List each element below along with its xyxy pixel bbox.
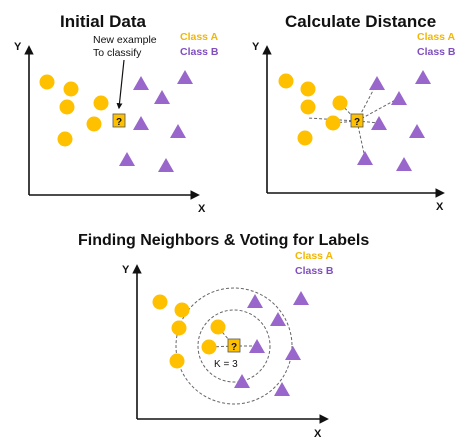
- panel-calculate-distance: Calculate Distance Class A Class B Y X: [252, 12, 456, 213]
- class-a-point: [210, 319, 226, 335]
- panel-3-legend-class-b: Class B: [295, 265, 334, 277]
- class-b-point: [133, 116, 149, 130]
- query-point: [227, 338, 241, 353]
- class-a-point: [300, 99, 316, 115]
- class-b-point: [357, 151, 373, 165]
- panel-1-annotation-line-1: New example: [93, 34, 157, 46]
- class-b-point: [158, 158, 174, 172]
- class-a-point: [171, 320, 187, 336]
- class-b-point: [293, 291, 309, 305]
- class-b-point: [391, 91, 407, 105]
- panel-3-y-label: Y: [122, 264, 130, 276]
- panel-3-title: Finding Neighbors & Voting for Labels: [78, 232, 369, 249]
- query-point-label: ?: [354, 117, 360, 128]
- class-b-point: [415, 70, 431, 84]
- panel-2-legend-class-b: Class B: [417, 46, 456, 58]
- query-point-label: ?: [231, 342, 237, 353]
- class-b-point: [409, 124, 425, 138]
- k-neighborhood-circle: [197, 309, 271, 383]
- panel-2-y-label: Y: [252, 41, 260, 53]
- class-a-point: [86, 116, 102, 132]
- panel-1-title: Initial Data: [60, 12, 147, 31]
- panel-1-x-label: X: [198, 203, 206, 215]
- class-b-point: [170, 124, 186, 138]
- class-b-point: [247, 294, 263, 308]
- class-a-point: [169, 353, 185, 369]
- panel-1-annotation-arrow: [116, 59, 125, 110]
- query-point: [350, 113, 364, 128]
- class-a-point: [59, 99, 75, 115]
- class-b-point: [396, 157, 412, 171]
- class-a-point: [300, 81, 316, 97]
- class-a-point: [201, 339, 217, 355]
- class-b-point: [369, 76, 385, 90]
- class-a-point: [63, 81, 79, 97]
- class-b-point: [133, 76, 149, 90]
- class-b-point: [285, 346, 301, 360]
- class-a-point: [297, 130, 313, 146]
- distance-line: [356, 97, 400, 122]
- class-b-point: [249, 339, 265, 353]
- panel-2-x-label: X: [436, 201, 444, 213]
- class-a-point: [93, 95, 109, 111]
- class-b-point: [177, 70, 193, 84]
- k-value-label: K = 3: [214, 359, 238, 370]
- class-a-point: [39, 74, 55, 90]
- class-a-point: [332, 95, 348, 111]
- panel-3-x-label: X: [314, 428, 322, 440]
- panel-initial-data: Initial Data Class A Class B New example…: [14, 12, 219, 215]
- query-point-label: ?: [116, 117, 122, 128]
- class-b-point: [119, 152, 135, 166]
- panel-finding-neighbors: Finding Neighbors & Voting for Labels Cl…: [78, 232, 369, 440]
- panel-1-y-label: Y: [14, 41, 22, 53]
- panel-1-legend-class-a: Class A: [180, 31, 219, 43]
- panel-2-title: Calculate Distance: [285, 12, 436, 31]
- class-b-point: [154, 90, 170, 104]
- query-point: [112, 113, 126, 128]
- class-a-point: [57, 131, 73, 147]
- outer-radius-circle: [175, 287, 293, 405]
- distance-line: [307, 117, 358, 122]
- class-a-point: [278, 73, 294, 89]
- panel-3-legend-class-a: Class A: [295, 250, 334, 262]
- class-b-point: [371, 116, 387, 130]
- class-b-point: [234, 374, 250, 388]
- panel-2-legend-class-a: Class A: [417, 31, 456, 43]
- class-a-point: [174, 302, 190, 318]
- class-a-point: [152, 294, 168, 310]
- class-a-point: [325, 115, 341, 131]
- panel-1-legend-class-b: Class B: [180, 46, 219, 58]
- class-b-point: [270, 312, 286, 326]
- distance-line: [356, 120, 380, 124]
- class-b-point: [274, 382, 290, 396]
- panel-1-annotation-line-2: To classify: [93, 47, 142, 59]
